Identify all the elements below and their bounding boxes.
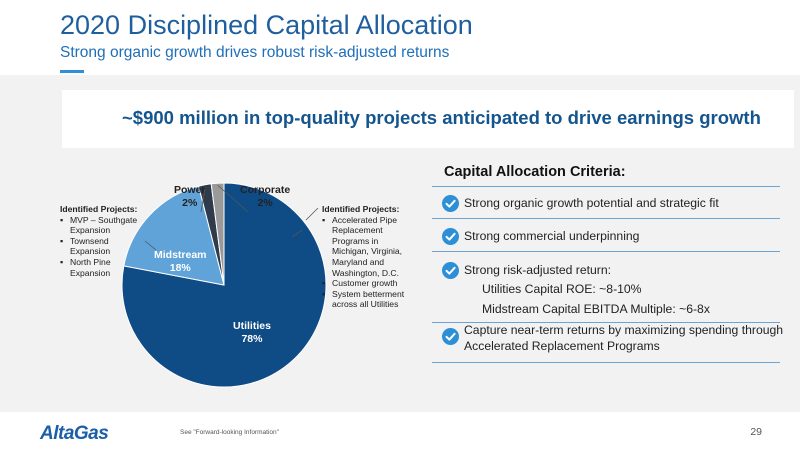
pie-label-utilities: Utilities 78% (233, 320, 271, 345)
title-accent-rule (60, 70, 84, 73)
pie-label-power: Power 2% (174, 184, 206, 209)
criteria-text: Accelerated Replacement Programs (464, 339, 660, 353)
slide-header: 2020 Disciplined Capital Allocation Stro… (0, 0, 800, 75)
pie-label-midstream: Midstream 18% (154, 249, 207, 274)
banner-text: ~$900 million in top-quality projects an… (122, 107, 761, 128)
checkmark-icon (442, 195, 459, 212)
right-projects-list: Identified Projects: Accelerated Pipe Re… (322, 204, 417, 310)
list-item: Customer growth (322, 278, 417, 289)
list-item: Accelerated Pipe Replacement Programs in… (322, 215, 417, 279)
criteria-subtext: Utilities Capital ROE: ~8-10% (482, 282, 642, 296)
list-item: North Pine Expansion (60, 257, 150, 278)
divider (432, 251, 780, 252)
criteria-subtext: Midstream Capital EBITDA Multiple: ~6-8x (482, 302, 710, 316)
left-projects-heading: Identified Projects: (60, 204, 138, 214)
criteria-text: Capture near-term returns by maximizing … (464, 323, 784, 337)
criteria-text: Strong commercial underpinning (464, 229, 640, 243)
criteria-item: Strong risk-adjusted return: Utilities C… (432, 251, 780, 320)
criteria-text: Strong risk-adjusted return: (464, 263, 611, 277)
slide-footer: AltaGas See "Forward-looking Information… (0, 412, 800, 450)
page-number: 29 (750, 426, 762, 438)
criteria-title: Capital Allocation Criteria: (444, 164, 626, 180)
allocation-chart-area: Identified Projects: MVP – Southgate Exp… (0, 150, 430, 412)
list-item: System betterment across all Utilities (322, 289, 417, 310)
pie-slice-corporate (210, 182, 225, 286)
list-item: Townsend Expansion (60, 236, 150, 257)
checkmark-icon (442, 262, 459, 279)
right-projects-heading: Identified Projects: (322, 204, 400, 214)
divider (432, 322, 780, 323)
list-item: MVP – Southgate Expansion (60, 215, 150, 236)
leader-line-right-projects-2 (291, 229, 303, 238)
criteria-item: Strong organic growth potential and stra… (432, 186, 780, 218)
pie-label-corporate: Corporate 2% (240, 184, 291, 209)
checkmark-icon (442, 328, 459, 345)
checkmark-icon (442, 228, 459, 245)
leader-line-power (200, 186, 206, 213)
page-title: 2020 Disciplined Capital Allocation (60, 10, 473, 40)
altagas-logo: AltaGas (40, 423, 109, 444)
footnote: See "Forward-looking Information" (180, 429, 279, 436)
leader-line-right-projects (305, 207, 319, 221)
leader-line-corporate (217, 184, 249, 213)
headline-banner: ~$900 million in top-quality projects an… (62, 90, 794, 148)
criteria-item: Capture near-term returns by maximizing … (432, 322, 784, 362)
criteria-item: Strong commercial underpinning (432, 218, 780, 251)
divider (432, 362, 780, 363)
criteria-text: Strong organic growth potential and stra… (464, 196, 719, 210)
page-subtitle: Strong organic growth drives robust risk… (60, 44, 450, 61)
divider (432, 186, 780, 187)
left-projects-list: Identified Projects: MVP – Southgate Exp… (60, 204, 150, 278)
divider (432, 218, 780, 219)
